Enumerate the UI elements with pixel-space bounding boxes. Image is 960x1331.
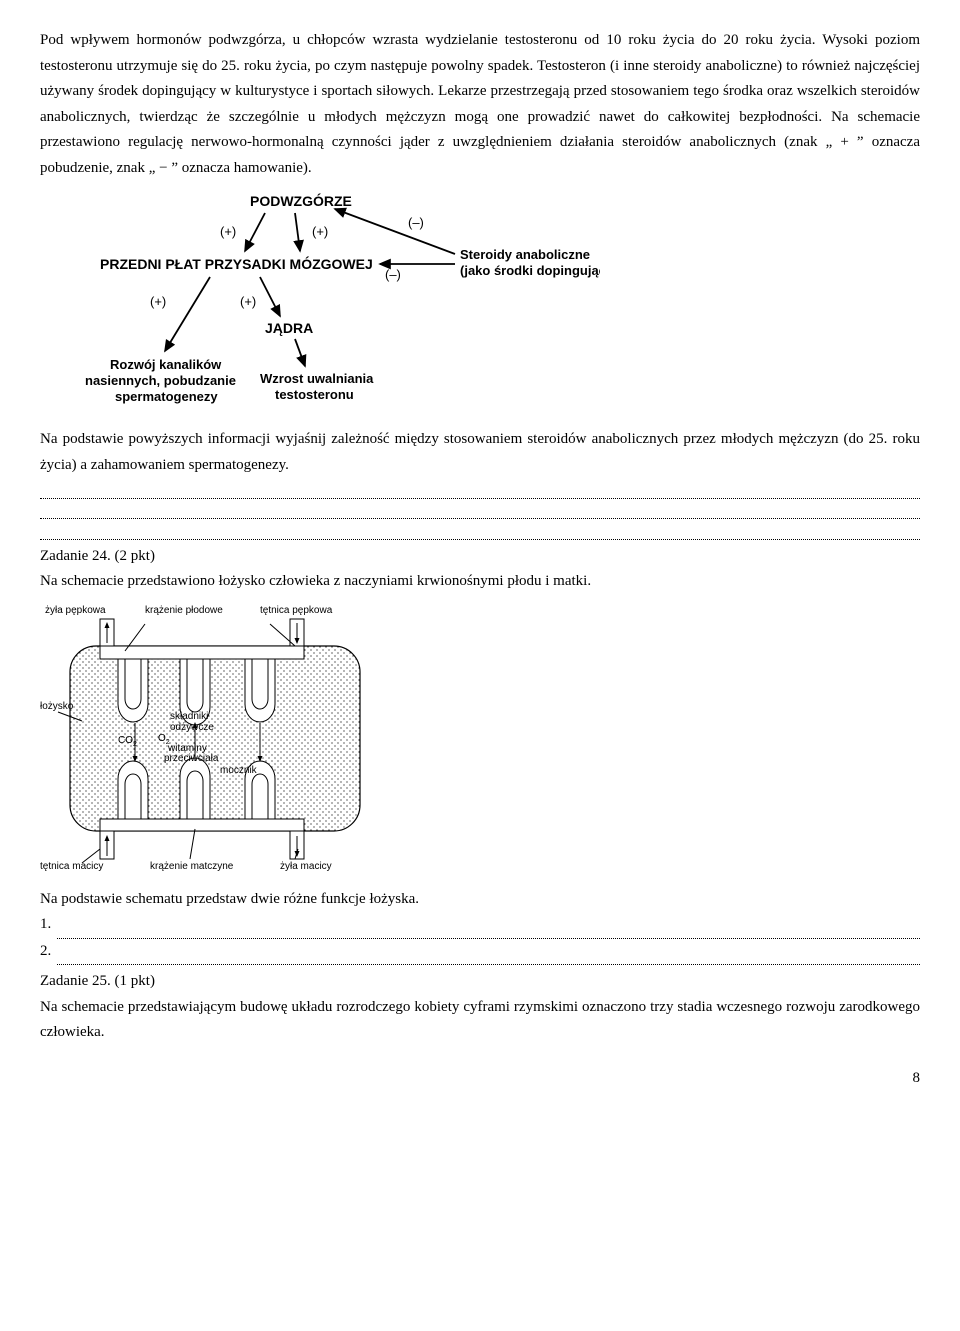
label-rozwoj-3: spermatogenezy xyxy=(115,389,218,404)
placenta-diagram: żyła pępkowa krążenie płodowe tętnica pę… xyxy=(40,601,390,881)
answer-1[interactable]: 1. xyxy=(40,912,920,939)
label-mocznik: mocznik xyxy=(220,765,258,776)
answer-line[interactable] xyxy=(40,499,920,520)
label-jadra: JĄDRA xyxy=(265,320,313,336)
hormone-diagram: PODWZGÓRZE (+) (+) PRZEDNI PŁAT PRZYSADK… xyxy=(80,191,600,421)
sign-plus-1: (+) xyxy=(220,224,236,239)
label-tetnica-pepkowa: tętnica pępkowa xyxy=(260,605,333,616)
label-przeciwciala: przeciwciała xyxy=(164,753,219,764)
label-tetnica-macicy: tętnica macicy xyxy=(40,861,103,872)
page-number: 8 xyxy=(40,1066,920,1092)
answer-line[interactable] xyxy=(40,519,920,540)
label-zyla-pepkowa: żyła pępkowa xyxy=(45,605,106,616)
answer-line[interactable] xyxy=(40,478,920,499)
label-rozwoj-1: Rozwój kanalików xyxy=(110,357,222,372)
label-krazenie-plodowe: krążenie płodowe xyxy=(145,605,223,616)
task-24-heading: Zadanie 24. (2 pkt) xyxy=(40,544,920,570)
intro-paragraph: Pod wpływem hormonów podwzgórza, u chłop… xyxy=(40,28,920,181)
label-rozwoj-2: nasiennych, pobudzanie xyxy=(85,373,236,388)
label-odzywcze: odżywcze xyxy=(170,722,214,733)
sign-plus-4: (+) xyxy=(240,294,256,309)
label-zyla-macicy: żyła macicy xyxy=(280,861,332,872)
question-23: Na podstawie powyższych informacji wyjaś… xyxy=(40,427,920,478)
task-25-text: Na schemacie przedstawiającym budowę ukł… xyxy=(40,995,920,1046)
label-skladniki: składniki xyxy=(170,711,208,722)
answer-2[interactable]: 2. xyxy=(40,939,920,966)
label-przysadka: PRZEDNI PŁAT PRZYSADKI MÓZGOWEJ xyxy=(100,255,373,272)
sign-minus-2: (–) xyxy=(385,267,401,282)
label-lozysko: łożysko xyxy=(40,701,74,712)
label-steroidy-1: Steroidy anaboliczne xyxy=(460,247,590,262)
answer-1-number: 1. xyxy=(40,912,51,939)
label-krazenie-matczyne: krążenie matczyne xyxy=(150,861,234,872)
sign-plus-2: (+) xyxy=(312,224,328,239)
label-podwzgorze: PODWZGÓRZE xyxy=(250,192,352,209)
sign-plus-3: (+) xyxy=(150,294,166,309)
label-wzrost-2: testosteronu xyxy=(275,387,354,402)
label-wzrost-1: Wzrost uwalniania xyxy=(260,371,374,386)
task-25-heading: Zadanie 25. (1 pkt) xyxy=(40,969,920,995)
label-steroidy-2: (jako środki dopingujące) xyxy=(460,263,600,278)
question-24: Na podstawie schematu przedstaw dwie róż… xyxy=(40,887,920,913)
answer-2-number: 2. xyxy=(40,939,51,966)
task-24-text: Na schemacie przedstawiono łożysko człow… xyxy=(40,569,920,595)
sign-minus-1: (–) xyxy=(408,215,424,230)
